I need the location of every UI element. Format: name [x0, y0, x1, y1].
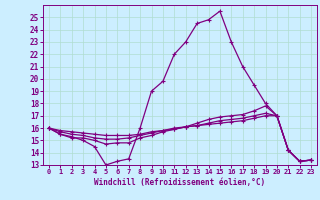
X-axis label: Windchill (Refroidissement éolien,°C): Windchill (Refroidissement éolien,°C) — [94, 178, 266, 187]
